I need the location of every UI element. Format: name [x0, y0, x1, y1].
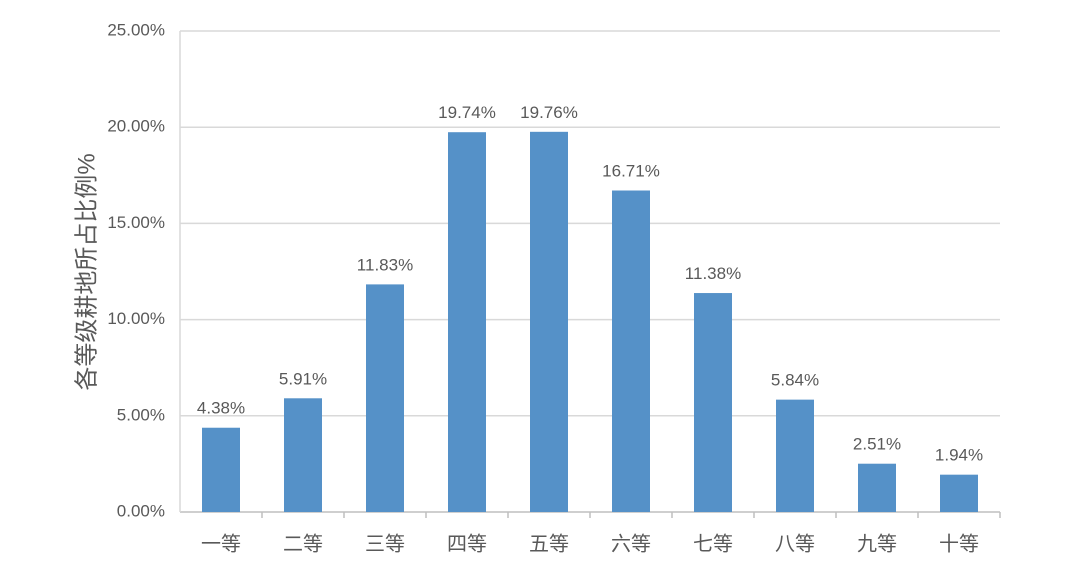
- y-tick-label: 25.00%: [107, 20, 165, 39]
- data-label: 1.94%: [935, 446, 983, 465]
- x-tick-label: 四等: [447, 532, 487, 555]
- data-label: 11.38%: [685, 264, 741, 283]
- data-label: 16.71%: [602, 161, 660, 180]
- bar-7: [694, 293, 732, 512]
- data-label: 2.51%: [853, 435, 901, 454]
- bar-2: [284, 398, 322, 512]
- x-tick-label: 五等: [529, 532, 569, 555]
- y-tick-label: 15.00%: [107, 213, 165, 232]
- x-tick-label: 二等: [283, 532, 323, 555]
- data-label: 5.91%: [279, 369, 327, 388]
- y-tick-label: 10.00%: [107, 309, 165, 328]
- bar-4: [448, 132, 486, 512]
- x-tick-label: 八等: [775, 532, 815, 555]
- data-label: 19.74%: [438, 103, 496, 122]
- x-tick-label: 九等: [857, 532, 897, 555]
- bar-1: [202, 427, 240, 512]
- data-label: 19.76%: [520, 103, 578, 122]
- bar-9: [858, 463, 896, 512]
- data-label: 5.84%: [771, 371, 819, 390]
- x-tick-label: 一等: [201, 532, 241, 555]
- bar-6: [612, 190, 650, 512]
- x-tick-label: 三等: [365, 532, 405, 555]
- bar-3: [366, 284, 404, 512]
- bar-10: [940, 474, 978, 512]
- bar-5: [530, 131, 568, 512]
- x-tick-label: 七等: [693, 532, 733, 555]
- bar-8: [776, 399, 814, 512]
- x-tick-label: 十等: [939, 532, 979, 555]
- y-tick-label: 5.00%: [117, 405, 165, 424]
- y-tick-label: 20.00%: [107, 117, 165, 136]
- data-label: 11.83%: [357, 255, 413, 274]
- y-tick-label: 0.00%: [117, 501, 165, 520]
- y-axis-label: 各等级耕地所占比例%: [73, 153, 100, 390]
- data-label: 4.38%: [197, 399, 245, 418]
- x-tick-label: 六等: [611, 532, 651, 555]
